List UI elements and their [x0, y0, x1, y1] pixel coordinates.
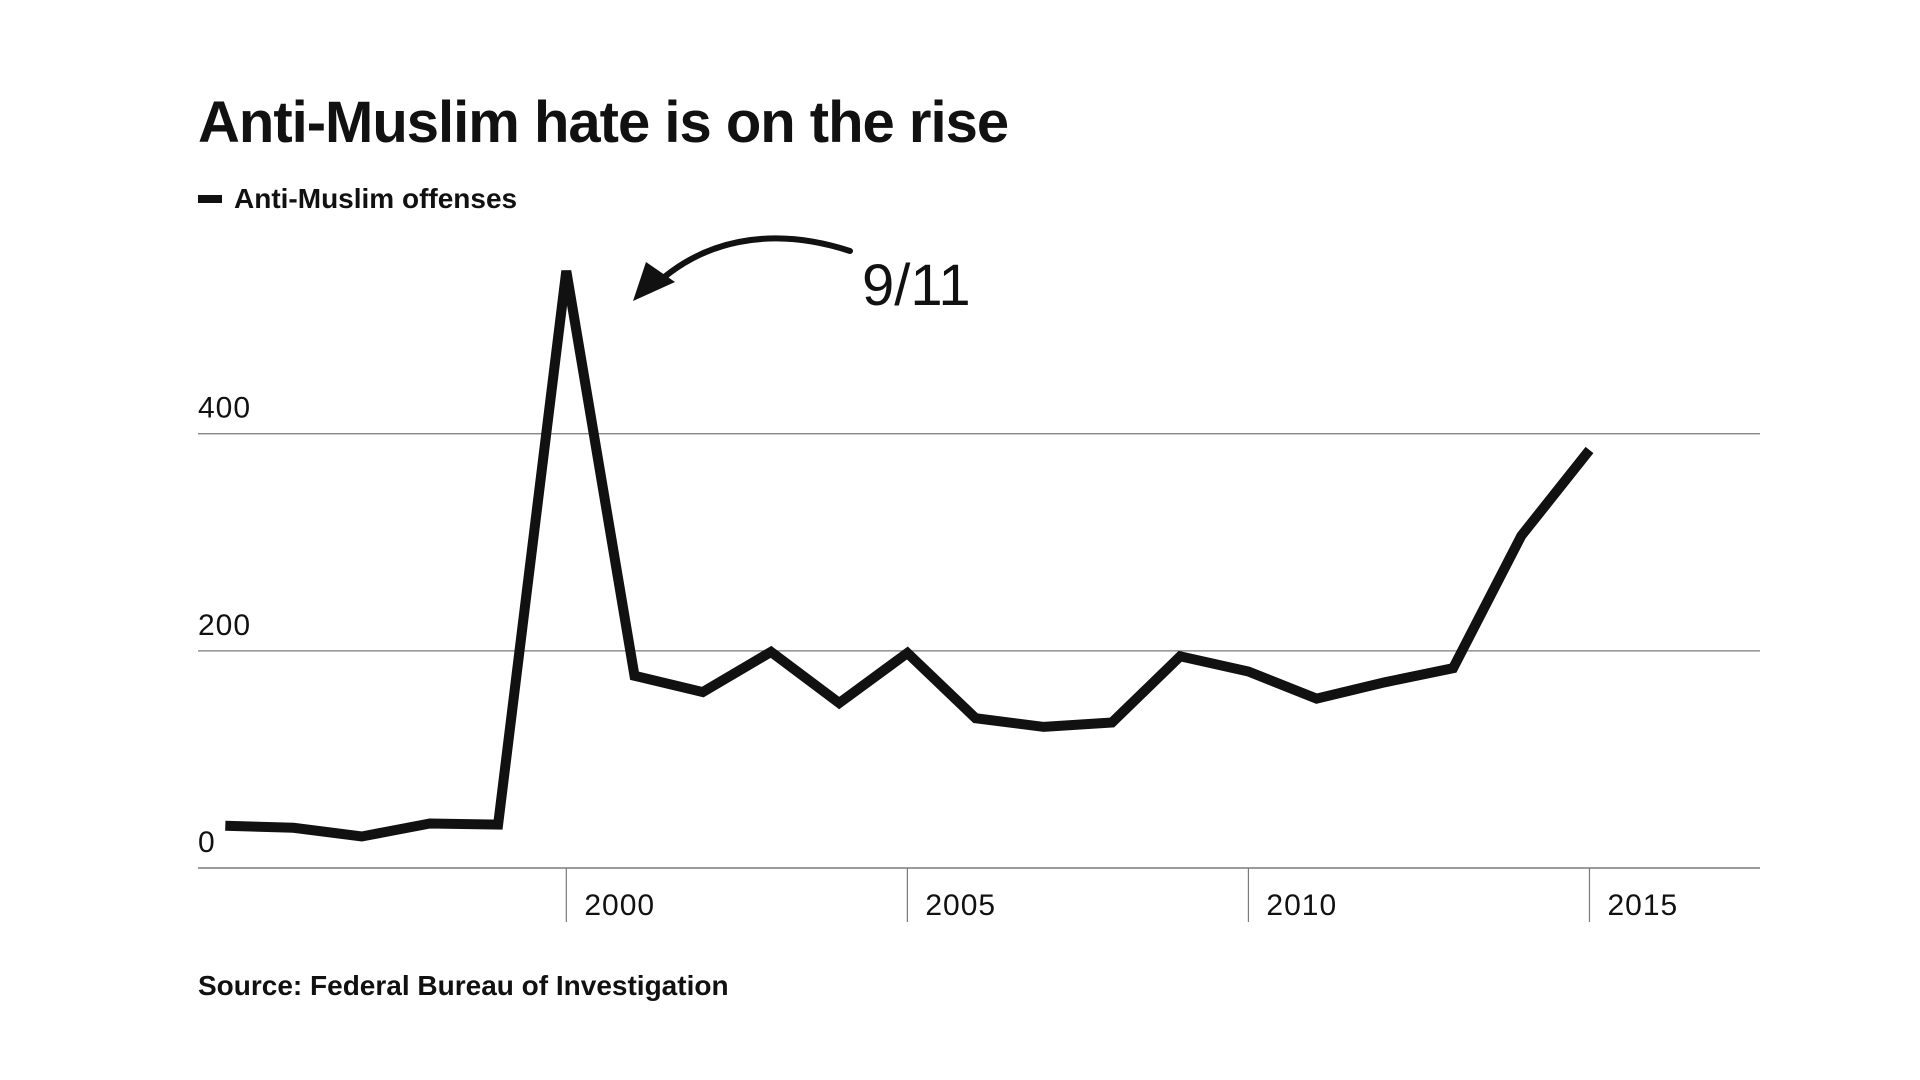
- annotation-arrow: [647, 235, 853, 293]
- x-tick-label: 2010: [1266, 889, 1337, 922]
- grid-layer: [198, 433, 1760, 922]
- x-tick-label: 2015: [1607, 889, 1678, 922]
- legend-swatch: [198, 195, 222, 203]
- y-tick-label: 0: [198, 826, 216, 859]
- series-layer: [225, 270, 1594, 842]
- annotation-label: 9/11: [862, 253, 971, 318]
- annotation-arrowhead: [633, 262, 675, 301]
- tick-layer: 0 200 400 2000 2005 2010 2015: [198, 392, 1678, 922]
- x-tick-label: 2000: [584, 889, 655, 922]
- y-tick-label: 200: [198, 609, 251, 642]
- y-tick-label: 400: [198, 392, 251, 425]
- series-line: [225, 270, 1594, 842]
- source-note: Source: Federal Bureau of Investigation: [198, 970, 729, 1001]
- legend-label: Anti-Muslim offenses: [234, 183, 517, 214]
- x-tick-label: 2005: [925, 889, 996, 922]
- chart-title: Anti-Muslim hate is on the rise: [198, 90, 1008, 155]
